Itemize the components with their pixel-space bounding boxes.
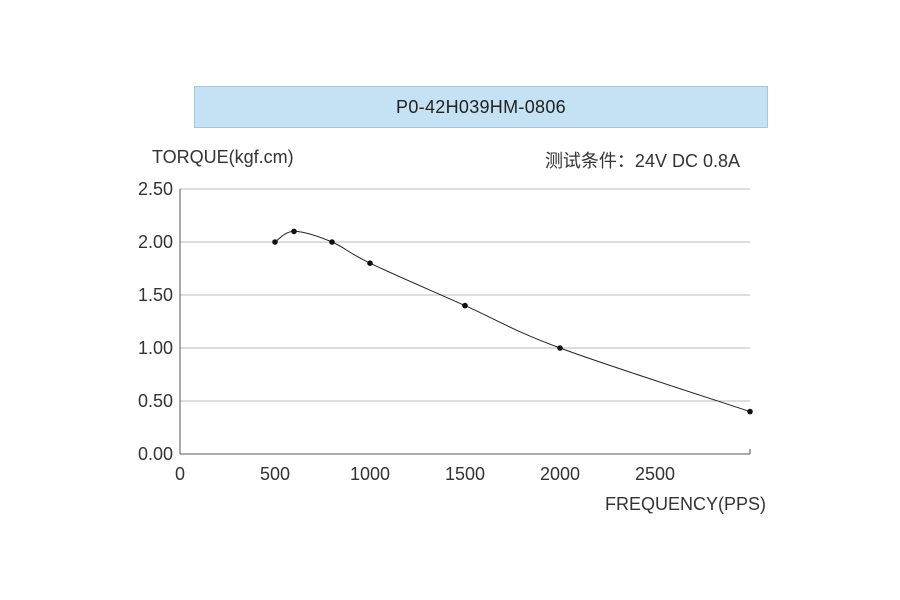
y-axis-label: TORQUE(kgf.cm) xyxy=(152,147,294,167)
data-point xyxy=(557,345,563,351)
x-tick-label: 1000 xyxy=(350,464,390,484)
data-point xyxy=(329,239,335,245)
y-tick-label: 2.50 xyxy=(138,179,173,199)
data-point xyxy=(367,260,373,267)
y-tick-label: 1.00 xyxy=(138,338,173,358)
x-tick-label: 2000 xyxy=(540,464,580,484)
data-point xyxy=(462,302,468,309)
y-tick-label: 0.00 xyxy=(138,444,173,464)
x-tick-label: 2500 xyxy=(635,464,675,484)
data-point xyxy=(291,228,297,235)
y-tick-label: 0.50 xyxy=(138,391,173,411)
x-axis-label: FREQUENCY(PPS) xyxy=(604,494,766,514)
y-tick-label: 1.50 xyxy=(138,285,173,305)
y-tick-label: 2.00 xyxy=(138,232,173,252)
chart-title: P0-42H039HM-0806 xyxy=(194,86,768,128)
x-tick-label: 500 xyxy=(260,464,290,484)
data-point xyxy=(272,239,278,245)
data-point xyxy=(747,408,753,415)
test-condition-annotation: 测试条件：24V DC 0.8A xyxy=(544,151,740,171)
torque-curve xyxy=(274,230,751,413)
x-tick-label: 1500 xyxy=(445,464,485,484)
x-tick-label: 0 xyxy=(175,464,185,484)
